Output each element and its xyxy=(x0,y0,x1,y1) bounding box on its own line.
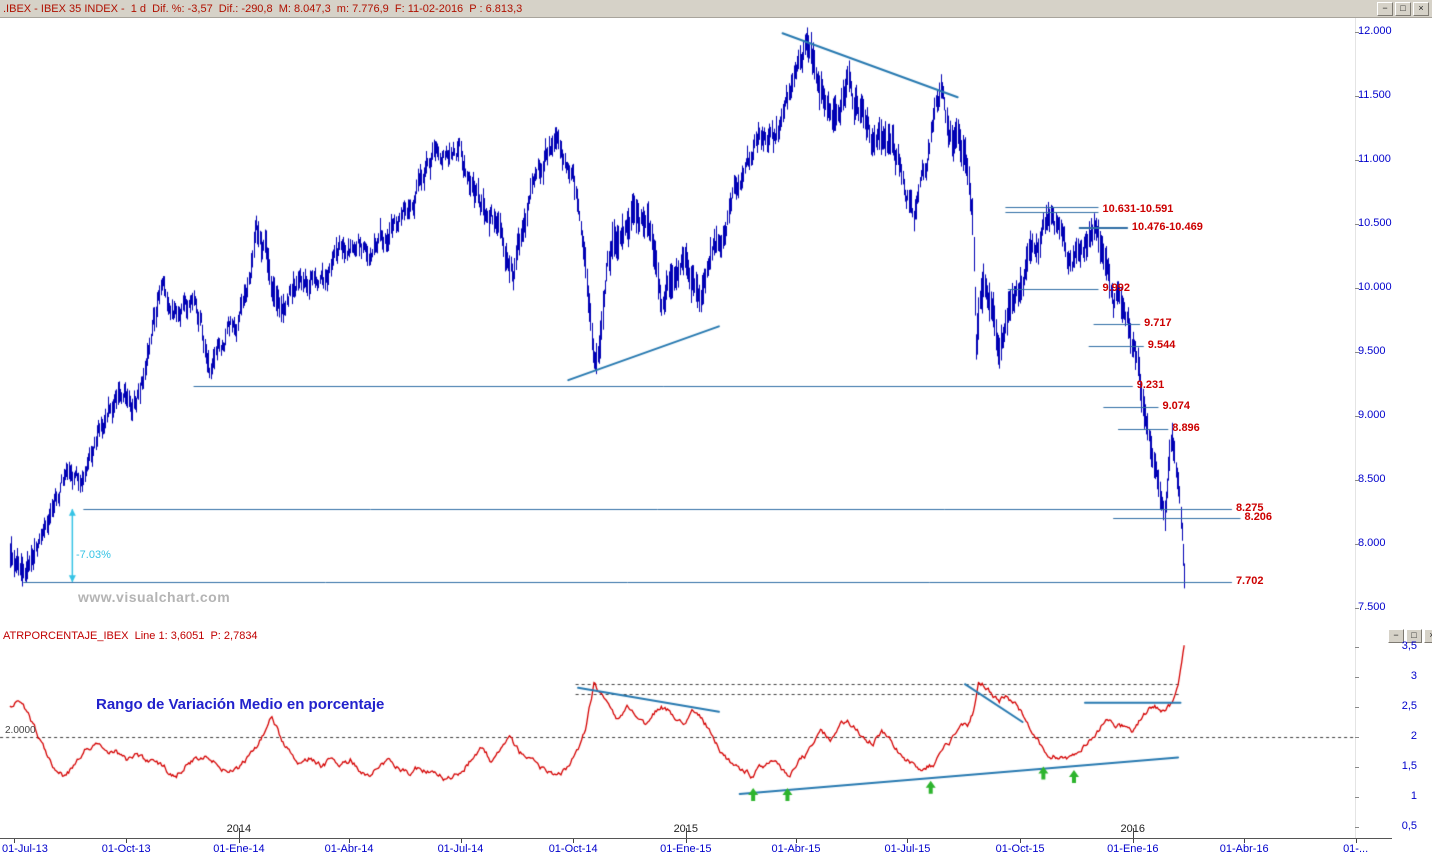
price-axis-label: 8.500 xyxy=(1358,473,1386,485)
axis-tick xyxy=(1355,288,1359,289)
atr-axis-label: 3 xyxy=(1410,670,1417,682)
price-axis-label: 11.500 xyxy=(1358,89,1391,101)
symbol-info-text: .IBEX - IBEX 35 INDEX - 1 d Dif. %: -3,5… xyxy=(3,2,523,15)
price-level-label: 10.631-10.591 xyxy=(1102,202,1174,215)
panel-restore-button[interactable]: □ xyxy=(1406,629,1422,643)
axis-tick xyxy=(1355,767,1359,768)
axis-tick xyxy=(1355,707,1359,708)
axis-tick xyxy=(1356,839,1357,843)
year-axis-label: 2015 xyxy=(641,823,731,835)
date-axis-label: 01-Abr-14 xyxy=(324,843,374,855)
atr-annotation-text: Rango de Variación Medio en porcentaje xyxy=(96,696,385,713)
atr-axis-label: 2,5 xyxy=(1401,700,1417,712)
axis-tick xyxy=(461,839,462,843)
year-axis-tick xyxy=(239,828,240,838)
axis-tick xyxy=(573,839,574,843)
date-axis-label: 01-Oct-14 xyxy=(548,843,598,855)
axis-tick xyxy=(1355,677,1359,678)
date-axis-label: 01-Ene-14 xyxy=(213,843,265,855)
window-controls: − □ × xyxy=(1377,1,1429,16)
date-axis-label: 01-... xyxy=(1343,843,1369,855)
price-axis-label: 9.500 xyxy=(1358,345,1386,357)
watermark: www.visualchart.com xyxy=(78,589,231,605)
date-axis-label: 01-Oct-15 xyxy=(995,843,1045,855)
axis-tick xyxy=(1355,416,1359,417)
measure-percent-label: -7.03% xyxy=(76,549,111,561)
price-axis-label: 11.000 xyxy=(1358,153,1391,165)
date-axis-label: 01-Ene-15 xyxy=(660,843,712,855)
price-level-label: 9.717 xyxy=(1144,317,1172,330)
price-level-label: 10.476-10.469 xyxy=(1131,220,1203,233)
price-axis-label: 9.000 xyxy=(1358,409,1386,421)
atr-axis-label: 2 xyxy=(1410,730,1417,742)
atr-axis-label: 1,5 xyxy=(1401,760,1417,772)
date-axis-label: 01-Abr-16 xyxy=(1219,843,1269,855)
time-axis xyxy=(0,838,1432,857)
atr-axis-label: 1 xyxy=(1410,790,1417,802)
chart-title-bar: .IBEX - IBEX 35 INDEX - 1 d Dif. %: -3,5… xyxy=(0,0,1432,18)
year-axis-tick xyxy=(686,828,687,838)
axis-tick xyxy=(1355,224,1359,225)
axis-tick xyxy=(239,839,240,843)
axis-tick xyxy=(1244,839,1245,843)
axis-tick xyxy=(1355,160,1359,161)
minimize-button[interactable]: − xyxy=(1377,1,1393,16)
date-axis-label: 01-Jul-13 xyxy=(2,843,48,855)
date-axis-label: 01-Ene-16 xyxy=(1107,843,1159,855)
date-axis-label: 01-Jul-15 xyxy=(884,843,931,855)
year-axis-tick xyxy=(1133,828,1134,838)
axis-tick xyxy=(1355,797,1359,798)
price-level-label: 9.231 xyxy=(1136,379,1165,392)
restore-button[interactable]: □ xyxy=(1395,1,1411,16)
price-axis-label: 7.500 xyxy=(1358,601,1386,613)
date-axis-label: 01-Oct-13 xyxy=(101,843,151,855)
price-level-label: 7.702 xyxy=(1235,575,1264,588)
year-axis-label: 2016 xyxy=(1088,823,1178,835)
axis-tick xyxy=(1355,827,1359,828)
axis-tick xyxy=(349,839,350,843)
panel-close-button[interactable]: × xyxy=(1424,629,1432,643)
axis-tick xyxy=(126,839,127,843)
axis-tick xyxy=(1355,647,1359,648)
atr-axis-label: 3,5 xyxy=(1401,640,1417,652)
price-level-label: 8.275 xyxy=(1235,501,1264,514)
panel-window-controls: − □ × xyxy=(1388,629,1432,643)
time-axis-line xyxy=(0,838,1392,839)
price-axis-label: 12.000 xyxy=(1358,25,1392,37)
panel-minimize-button[interactable]: − xyxy=(1388,629,1404,643)
axis-tick xyxy=(1355,352,1359,353)
price-level-label: 8.896 xyxy=(1172,422,1200,435)
price-level-label: 8.206 xyxy=(1244,510,1273,523)
indicator-label: ATRPORCENTAJE_IBEX Line 1: 3,6051 P: 2,7… xyxy=(3,630,258,642)
axis-tick xyxy=(907,839,908,843)
axis-separator xyxy=(1355,18,1356,838)
axis-tick xyxy=(1355,544,1359,545)
atr-threshold-label: 2.0000 xyxy=(5,725,36,736)
axis-tick xyxy=(1355,32,1359,33)
axis-tick xyxy=(1355,737,1359,738)
price-chart-canvas[interactable] xyxy=(0,18,1355,628)
axis-tick xyxy=(1020,839,1021,843)
axis-tick xyxy=(796,839,797,843)
price-axis-label: 10.500 xyxy=(1358,217,1392,229)
date-axis-label: 01-Jul-14 xyxy=(437,843,484,855)
axis-tick xyxy=(1355,96,1359,97)
price-level-label: 9.992 xyxy=(1102,282,1130,295)
price-axis-label: 10.000 xyxy=(1358,281,1392,293)
close-button[interactable]: × xyxy=(1413,1,1429,16)
price-level-label: 9.544 xyxy=(1147,339,1176,352)
axis-tick xyxy=(1355,480,1359,481)
year-axis-label: 2014 xyxy=(194,823,284,835)
axis-tick xyxy=(686,839,687,843)
axis-tick xyxy=(1133,839,1134,843)
axis-tick xyxy=(1355,608,1359,609)
atr-axis-label: 0,5 xyxy=(1401,820,1417,832)
axis-tick xyxy=(14,839,15,843)
atr-chart-canvas[interactable] xyxy=(0,645,1355,838)
date-axis-label: 01-Abr-15 xyxy=(771,843,821,855)
price-axis-label: 8.000 xyxy=(1358,537,1386,549)
indicator-header-row: ATRPORCENTAJE_IBEX Line 1: 3,6051 P: 2,7… xyxy=(0,628,1432,645)
price-level-label: 9.074 xyxy=(1162,399,1190,412)
